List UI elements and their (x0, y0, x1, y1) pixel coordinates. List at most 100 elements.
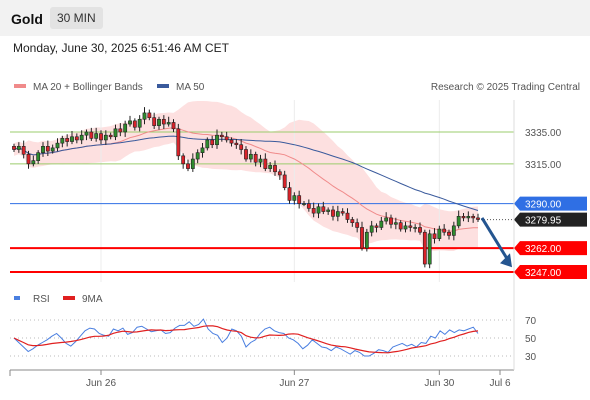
candle-body (26, 153, 31, 165)
candle-38 (190, 153, 195, 172)
candle-body (152, 117, 157, 126)
candle-68 (335, 205, 340, 222)
candle-body (302, 203, 306, 205)
candle-89 (437, 225, 442, 242)
candle-77 (379, 216, 384, 230)
candle-22 (113, 124, 118, 141)
legend-swatch-1 (14, 84, 26, 88)
level-tag-4 (514, 241, 587, 256)
candle-body (369, 225, 374, 233)
candle-body (219, 134, 224, 138)
candle-body (277, 171, 282, 176)
candle-53 (263, 153, 268, 172)
candle-56 (277, 169, 282, 180)
rsi-line (13, 318, 479, 357)
candle-body (273, 165, 277, 173)
candle-body (326, 209, 331, 212)
candle-36 (181, 153, 186, 169)
candle-body (21, 146, 26, 155)
rsi-legend-label: RSI (33, 294, 50, 305)
candle-body (142, 112, 147, 120)
candle-body (335, 211, 340, 217)
candle-body (418, 227, 422, 233)
candle-body (16, 146, 21, 150)
forecast-arrow (480, 217, 512, 268)
candle-body (50, 147, 55, 152)
candle-3 (21, 140, 26, 159)
candle-44 (219, 131, 224, 142)
candle-body (70, 136, 74, 142)
legend-label-2: MA 50 (176, 82, 205, 93)
candle-47 (234, 139, 239, 149)
candle-72 (355, 218, 360, 233)
candle-33 (166, 116, 171, 127)
copyright-text: Research © 2025 Trading Central (431, 82, 580, 93)
candle-70 (345, 208, 350, 223)
candle-6 (36, 150, 41, 164)
candle-body (99, 133, 103, 141)
candle-body (297, 195, 302, 204)
candle-body (74, 136, 79, 141)
candle-body (12, 146, 16, 150)
timeframe-badge[interactable]: 30 MIN (50, 7, 103, 29)
candle-93 (456, 210, 461, 229)
level-labels: 3335.00 3315.00 3290.00 3262.00 3247.00 3279.… (514, 128, 587, 279)
legend: MA 20 + Bollinger Bands MA 50 (14, 82, 205, 93)
bollinger-bands (14, 101, 478, 251)
x-tick-label-2: Jun 27 (279, 378, 309, 389)
candle-body (340, 211, 345, 214)
candle-body (79, 134, 84, 141)
candle-18 (94, 127, 99, 142)
candle-body (461, 216, 466, 219)
candle-11 (60, 135, 65, 148)
candle-body (36, 152, 41, 161)
candle-67 (331, 205, 335, 221)
candle-body (379, 220, 384, 228)
candle-body (427, 233, 432, 265)
candle-19 (99, 130, 103, 145)
rsi-ma-legend-label: 9MA (82, 294, 103, 305)
candle-body (331, 209, 335, 217)
candle-body (234, 142, 239, 146)
header: Gold 30 MIN (0, 0, 590, 36)
candle-65 (321, 201, 326, 215)
candle-body (215, 134, 219, 146)
candle-39 (195, 149, 200, 164)
candle-body (360, 227, 364, 249)
candle-body (171, 122, 176, 130)
rsi-panel: RSI 9MA 70 50 30 (10, 294, 537, 363)
candle-48 (239, 139, 244, 155)
candle-20 (103, 130, 108, 145)
candle-96 (471, 213, 476, 223)
x-tick-label-1: Jun 26 (86, 378, 116, 389)
level-tag-5 (514, 265, 587, 279)
candle-body (195, 152, 200, 160)
candles (12, 107, 480, 269)
candle-body (161, 118, 166, 125)
candle-body (413, 227, 418, 229)
candle-body (60, 138, 65, 144)
candle-40 (200, 142, 205, 158)
candle-5 (31, 155, 36, 167)
candle-body (389, 217, 393, 225)
candle-body (393, 222, 398, 225)
candle-35 (176, 123, 181, 160)
candle-body (316, 206, 321, 214)
rsi-tick-1: 70 (525, 316, 537, 327)
chart-panel (0, 36, 590, 400)
candle-54 (268, 162, 273, 172)
candle-body (282, 174, 287, 188)
candle-body (442, 228, 447, 233)
candle-23 (118, 123, 123, 137)
candle-55 (273, 160, 277, 176)
candle-body (451, 225, 456, 236)
candle-94 (461, 212, 466, 222)
candle-46 (229, 137, 234, 147)
level-label-3: 3290.00 (525, 200, 562, 211)
candle-80 (393, 217, 398, 230)
candle-body (84, 131, 89, 136)
candle-body (176, 128, 181, 157)
candle-body (137, 118, 142, 128)
rsi-tick-3: 30 (525, 352, 537, 363)
candle-9 (50, 144, 55, 154)
